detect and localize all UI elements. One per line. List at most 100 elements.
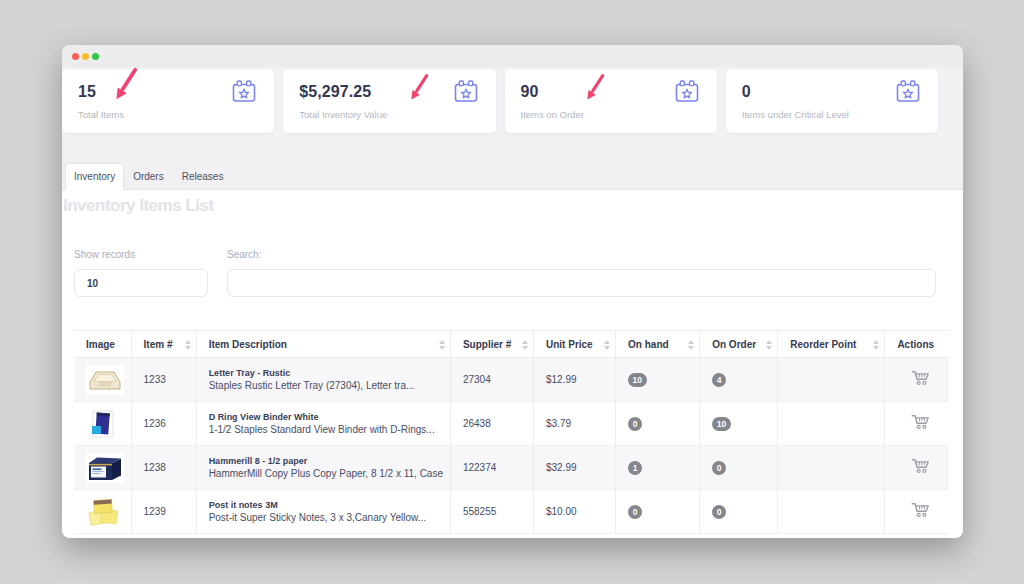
item-description: Staples Rustic Letter Tray (27304), Lett… [209, 380, 444, 391]
tab-inventory[interactable]: Inventory [65, 163, 124, 190]
item-title[interactable]: Letter Tray - Rustic [209, 368, 444, 378]
stat-card-items-under-critical-level: 0Items under Critical Level [726, 69, 938, 133]
reorder-point-cell [778, 402, 885, 446]
tab-orders[interactable]: Orders [124, 163, 173, 190]
sort-icon[interactable] [873, 340, 879, 350]
column-header-on-hand[interactable]: On hand [616, 331, 700, 358]
inventory-row-1236: 1236D Ring View Binder White1-1/2 Staple… [74, 402, 949, 446]
unit-price-cell: $3.79 [534, 402, 616, 446]
stat-label: Items on Order [521, 109, 701, 120]
column-header-unit-price[interactable]: Unit Price [534, 331, 616, 358]
item-description: 1-1/2 Staples Standard View Binder with … [209, 424, 444, 435]
unit-price-cell: $10.00 [534, 490, 616, 534]
minimize-window-button[interactable] [82, 53, 89, 60]
stats-row: 15Total Items$5,297.25Total Inventory Va… [62, 67, 963, 133]
supplier-number-cell: 27304 [450, 358, 533, 402]
quantity-badge: 0 [712, 505, 726, 519]
column-header-item-[interactable]: Item # [131, 331, 196, 358]
stat-label: Total Items [78, 109, 258, 120]
item-title[interactable]: Hammerill 8 - 1/2 paper [209, 456, 444, 466]
calendar-star-icon[interactable] [231, 78, 257, 108]
supplier-number-cell: 26438 [450, 402, 533, 446]
inventory-row-1238: 1238 Hammerill 8 - 1/2 paper HammerMill Co… [74, 446, 949, 490]
search-group: Search: [227, 249, 936, 297]
page-title: Inventory Items List [62, 190, 963, 216]
item-description: Post-it Super Sticky Notes, 3 x 3,Canary… [209, 512, 444, 523]
image-cell [74, 490, 131, 534]
stat-label: Total Inventory Value [299, 109, 479, 120]
inventory-table: ImageItem #Item DescriptionSupplier #Uni… [74, 330, 949, 534]
reorder-point-cell [778, 490, 885, 534]
tab-content: Inventory Items List Show records Search… [62, 190, 963, 538]
column-header-item-description[interactable]: Item Description [196, 331, 450, 358]
on-order-cell: 10 [700, 402, 778, 446]
calendar-star-icon[interactable] [674, 78, 700, 108]
quantity-badge: 1 [628, 461, 642, 475]
quantity-badge: 0 [628, 417, 642, 431]
description-cell: Letter Tray - Rustic Staples Rustic Lette… [196, 358, 450, 402]
add-to-cart-button[interactable] [911, 370, 930, 387]
description-cell: Post it notes 3M Post-it Super Sticky Not… [196, 490, 450, 534]
description-cell: Hammerill 8 - 1/2 paper HammerMill Copy P… [196, 446, 450, 490]
calendar-star-icon[interactable] [895, 78, 921, 108]
image-cell [74, 358, 131, 402]
on-hand-cell: 0 [616, 402, 700, 446]
quantity-badge: 10 [628, 373, 646, 387]
item-title[interactable]: D Ring View Binder White [209, 412, 444, 422]
show-records-label: Show records [74, 249, 208, 260]
item-description: HammerMill Copy Plus Copy Paper, 8 1/2 x… [209, 468, 444, 479]
item-title[interactable]: Post it notes 3M [209, 500, 444, 510]
item-number-cell: 1239 [131, 490, 196, 534]
tab-bar: InventoryOrdersReleases [62, 163, 963, 190]
actions-cell [885, 446, 949, 490]
column-header-reorder-point[interactable]: Reorder Point [778, 331, 885, 358]
product-image-binder [86, 409, 125, 439]
show-records-group: Show records [74, 249, 208, 297]
image-cell [74, 402, 131, 446]
add-to-cart-button[interactable] [911, 458, 930, 475]
sort-icon[interactable] [185, 340, 191, 350]
column-header-image: Image [74, 331, 131, 358]
product-image-paper-ream [86, 453, 125, 483]
quantity-badge: 4 [712, 373, 726, 387]
inventory-row-1233: 1233 Letter Tray - Rustic Staples Rustic L… [74, 358, 949, 402]
search-label: Search: [227, 249, 936, 260]
column-header-actions: Actions [885, 331, 949, 358]
column-header-supplier-[interactable]: Supplier # [450, 331, 533, 358]
reorder-point-cell [778, 446, 885, 490]
product-image-post-it [86, 497, 125, 527]
app-window: 15Total Items$5,297.25Total Inventory Va… [62, 45, 963, 538]
quantity-badge: 0 [628, 505, 642, 519]
unit-price-cell: $12.99 [534, 358, 616, 402]
stat-card-items-on-order: 90Items on Order [505, 69, 717, 133]
table-controls: Show records Search: [74, 249, 936, 297]
stat-card-total-inventory-value: $5,297.25Total Inventory Value [283, 69, 495, 133]
column-header-on-order[interactable]: On Order [700, 331, 778, 358]
zoom-window-button[interactable] [92, 53, 99, 60]
sort-icon[interactable] [766, 340, 772, 350]
sort-icon[interactable] [604, 340, 610, 350]
actions-cell [885, 402, 949, 446]
unit-price-cell: $32.99 [534, 446, 616, 490]
item-number-cell: 1238 [131, 446, 196, 490]
product-image-letter-tray [86, 365, 125, 395]
window-titlebar [62, 45, 963, 67]
inventory-table-wrap: ImageItem #Item DescriptionSupplier #Uni… [74, 330, 949, 534]
close-window-button[interactable] [72, 53, 79, 60]
add-to-cart-button[interactable] [911, 414, 930, 431]
sort-icon[interactable] [522, 340, 528, 350]
calendar-star-icon[interactable] [453, 78, 479, 108]
sort-icon[interactable] [439, 340, 445, 350]
on-order-cell: 0 [700, 490, 778, 534]
on-hand-cell: 0 [616, 490, 700, 534]
actions-cell [885, 490, 949, 534]
item-number-cell: 1233 [131, 358, 196, 402]
actions-cell [885, 358, 949, 402]
records-count-input[interactable] [74, 269, 208, 297]
add-to-cart-button[interactable] [911, 502, 930, 519]
sort-icon[interactable] [688, 340, 694, 350]
tab-releases[interactable]: Releases [173, 163, 233, 190]
on-hand-cell: 10 [616, 358, 700, 402]
image-cell [74, 446, 131, 490]
search-input[interactable] [227, 269, 936, 297]
